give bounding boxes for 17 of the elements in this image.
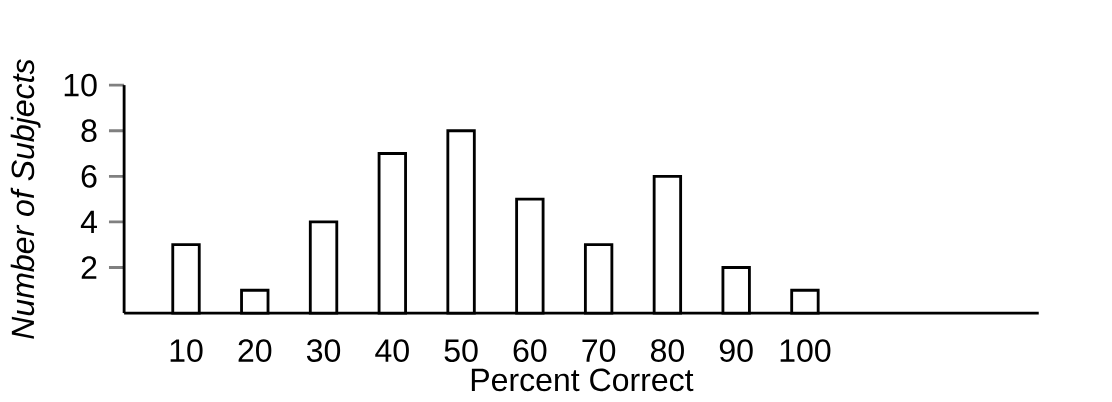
y-tick-label: 6: [81, 165, 97, 188]
y-tick-label: 8: [81, 119, 97, 143]
x-axis-title: Percent Correct: [471, 368, 694, 392]
x-tick-label: 80: [650, 339, 684, 363]
x-tick-label: 70: [582, 339, 616, 363]
x-tick-label: 50: [444, 339, 478, 363]
x-tick-label: 90: [719, 339, 753, 363]
x-tick-label: 60: [513, 339, 547, 363]
x-tick-label: 100: [780, 339, 831, 363]
x-tick-label: 40: [375, 339, 409, 363]
x-tick-label: 20: [238, 339, 272, 363]
x-tick-label: 30: [306, 339, 341, 363]
y-tick-label: 4: [80, 210, 97, 233]
y-tick-label: 2: [81, 256, 97, 279]
y-axis-title: Number of Subjects: [10, 59, 41, 339]
y-tick-label: 10: [64, 73, 97, 97]
x-tick-label: 10: [170, 339, 203, 363]
